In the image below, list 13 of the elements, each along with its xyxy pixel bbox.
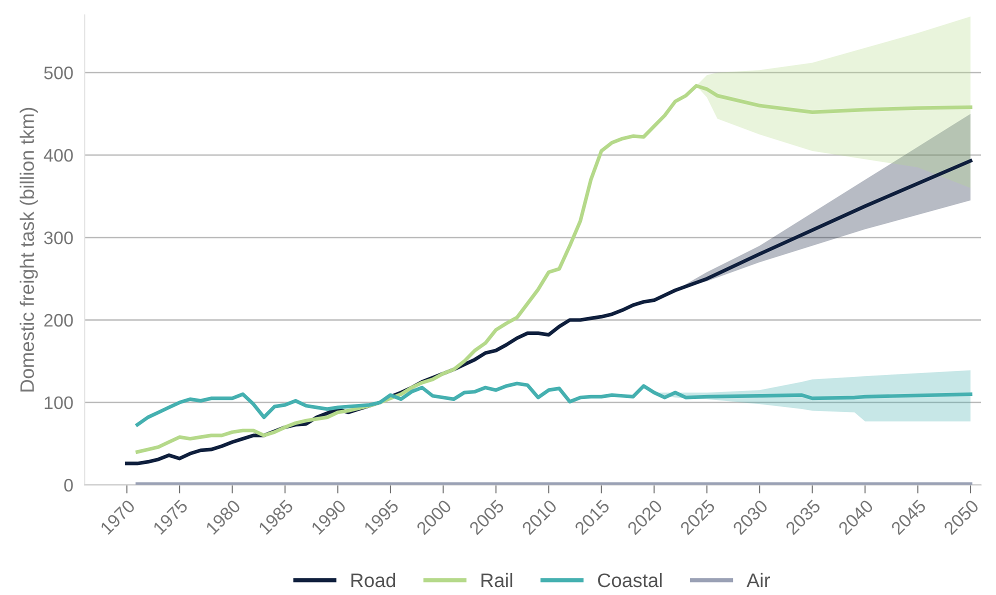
y-tick-label: 500 bbox=[44, 66, 73, 80]
legend-label: Coastal bbox=[598, 572, 662, 588]
y-tick-label: 300 bbox=[44, 231, 73, 244]
y-tick-label: 100 bbox=[44, 396, 73, 410]
legend-label: Road bbox=[351, 572, 396, 588]
y-axis-title: Domestic freight task (billion tkm) bbox=[20, 108, 38, 392]
line-series bbox=[136, 382, 972, 427]
line-series bbox=[136, 84, 972, 454]
y-tick-label: 200 bbox=[44, 314, 73, 327]
legend-label: Air bbox=[746, 572, 770, 588]
y-tick-label: 0 bbox=[64, 478, 73, 492]
legend-label: Rail bbox=[482, 572, 512, 588]
y-tick-label: 400 bbox=[44, 149, 73, 162]
